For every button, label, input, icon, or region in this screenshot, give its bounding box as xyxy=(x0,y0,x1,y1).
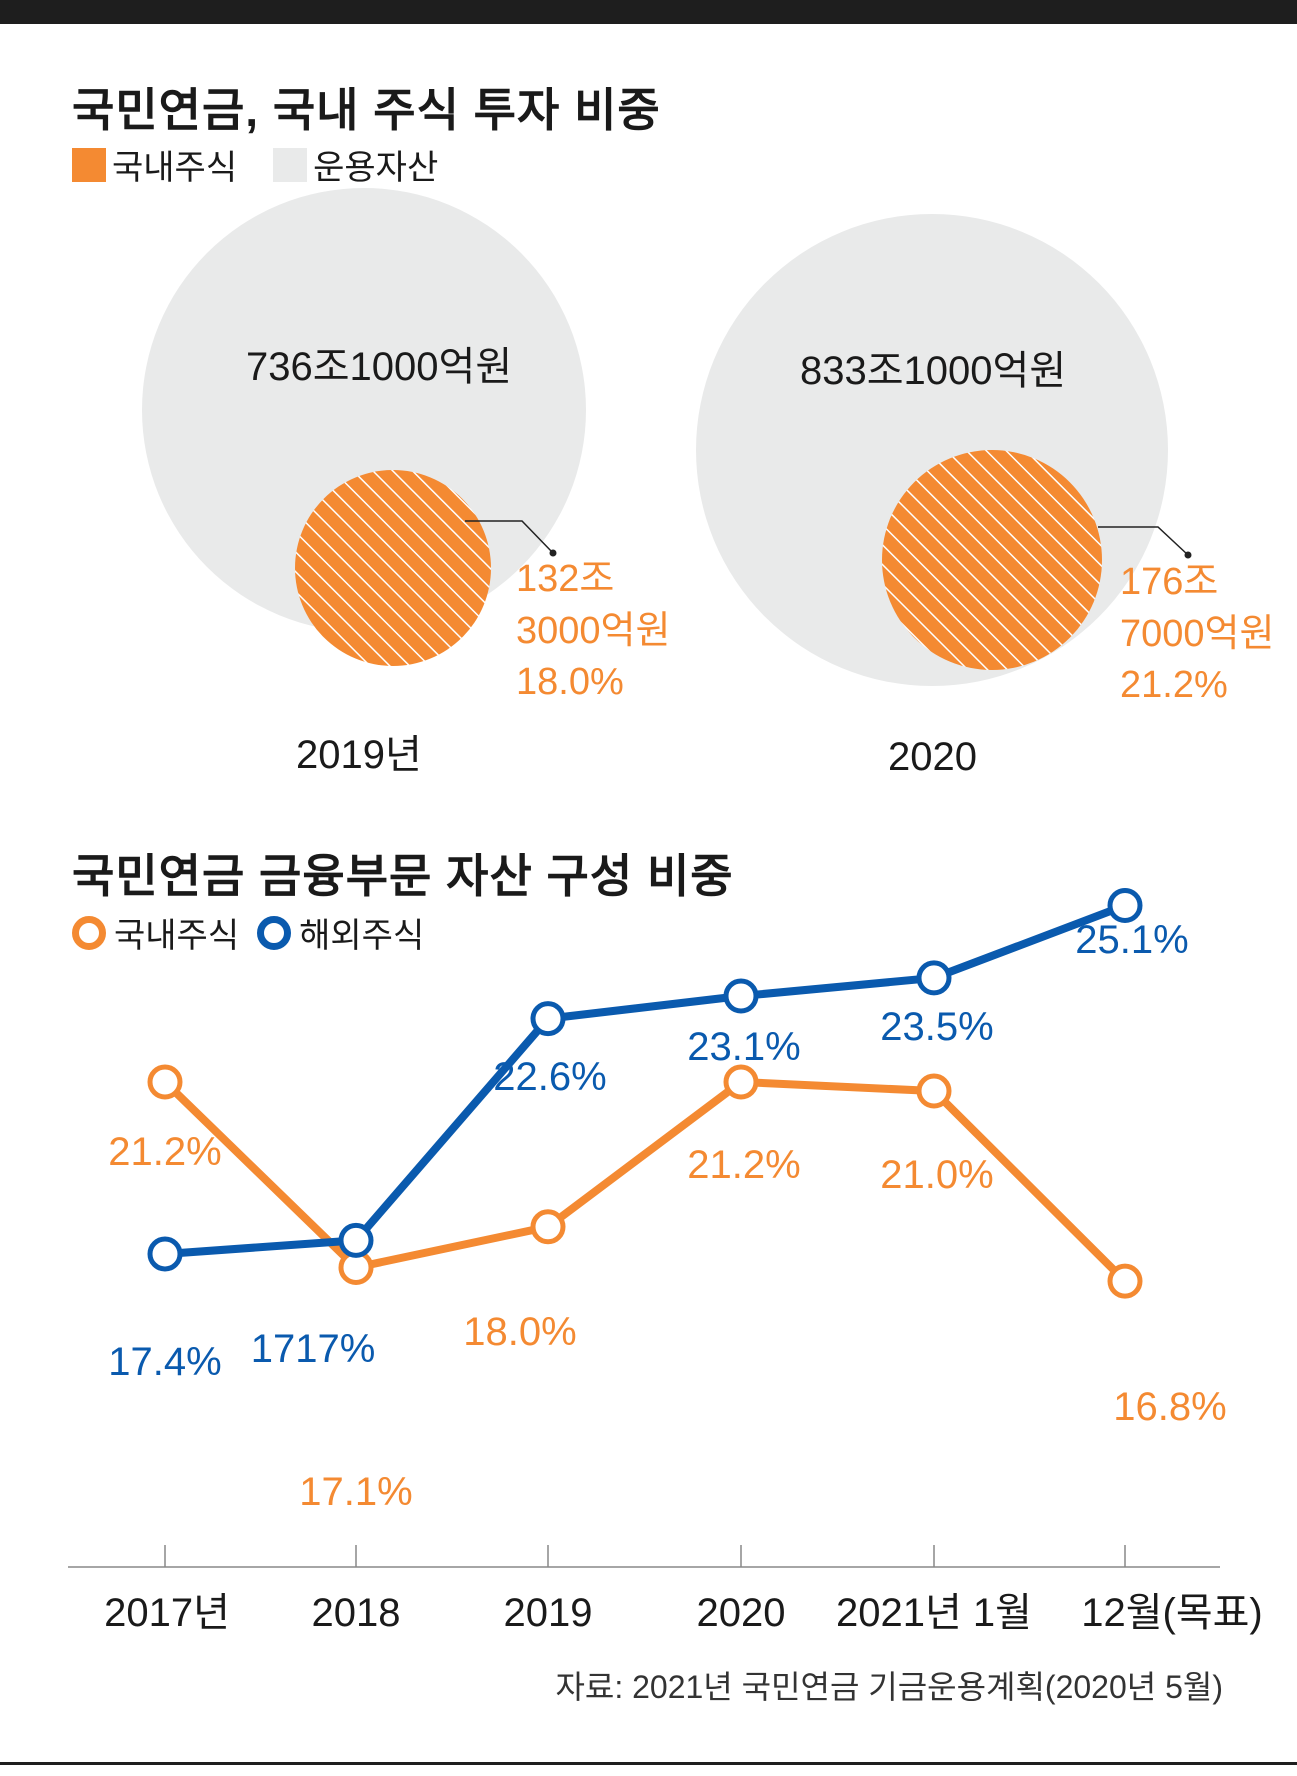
x-tick-label: 2021년 1월 xyxy=(836,1591,1032,1635)
point-domestic xyxy=(916,1073,952,1109)
point-overseas xyxy=(1107,888,1143,924)
leader-line-2019 xyxy=(465,520,554,554)
point-overseas xyxy=(723,978,759,1014)
bubble-chart-title: 국민연금, 국내 주식 투자 비중 xyxy=(72,84,661,136)
domestic-label-2020-line2: 7000억원 xyxy=(1120,613,1274,655)
domestic-circle-2019 xyxy=(295,470,491,666)
point-overseas xyxy=(916,960,952,996)
data-label-overseas: 25.1% xyxy=(1075,918,1188,962)
bubble-chart: 736조1000억원 132조 3000억원 18.0% 2019년 833조1… xyxy=(142,188,1274,779)
point-overseas xyxy=(147,1236,183,1272)
legend-marker-domestic xyxy=(72,915,106,950)
data-label-overseas: 17.4% xyxy=(108,1340,221,1384)
point-domestic xyxy=(1107,1263,1143,1299)
point-overseas xyxy=(338,1222,374,1258)
bubble-legend: 국내주식 운용자산 xyxy=(72,140,438,189)
total-label-2020: 833조1000억원 xyxy=(800,349,1066,393)
line-legend: 국내주식 해외주식 xyxy=(72,908,424,957)
data-label-domestic: 16.8% xyxy=(1113,1385,1226,1429)
series-line-domestic xyxy=(162,1078,1128,1284)
leader-line-2020 xyxy=(1098,526,1189,556)
point-domestic xyxy=(723,1064,759,1100)
legend-swatch-domestic xyxy=(72,147,106,182)
legend-label-overseas-stock: 해외주식 xyxy=(299,917,425,955)
data-label-overseas: 1717% xyxy=(251,1327,376,1371)
data-label-domestic: 21.2% xyxy=(687,1143,800,1187)
data-label-domestic: 18.0% xyxy=(463,1310,576,1354)
leader-dot-2020 xyxy=(1184,551,1192,559)
legend-swatch-assets xyxy=(273,147,308,182)
data-label-overseas: 23.1% xyxy=(687,1025,800,1069)
top-rule xyxy=(0,0,1297,24)
domestic-label-2020-line3: 21.2% xyxy=(1120,664,1228,706)
x-tick-label: 12월(목표) xyxy=(1081,1591,1263,1635)
line-chart-title: 국민연금 금융부문 자산 구성 비중 xyxy=(72,850,734,902)
data-label-domestic: 21.0% xyxy=(880,1153,993,1197)
point-domestic xyxy=(147,1064,183,1100)
source-note: 자료: 2021년 국민연금 기금운용계획(2020년 5월) xyxy=(555,1669,1223,1705)
legend-marker-overseas xyxy=(257,915,292,950)
year-label-2019: 2019년 xyxy=(296,733,422,777)
bottom-rule xyxy=(0,1762,1297,1765)
series-line-overseas xyxy=(164,901,1127,1258)
domestic-label-2020-line1: 176조 xyxy=(1120,561,1218,603)
domestic-label-2019-line1: 132조 xyxy=(516,558,614,600)
year-label-2020: 2020 xyxy=(888,735,977,779)
legend-label-domestic-stock: 국내주식 xyxy=(114,917,240,955)
x-tick-label: 2018 xyxy=(312,1591,401,1635)
data-label-overseas: 23.5% xyxy=(880,1005,993,1049)
domestic-label-2019-line3: 18.0% xyxy=(516,661,624,703)
legend-label-assets: 운용자산 xyxy=(313,149,439,187)
point-overseas xyxy=(530,1001,566,1037)
x-tick-label: 2020 xyxy=(697,1591,786,1635)
legend-label-domestic: 국내주식 xyxy=(112,149,238,187)
domestic-circle-2020 xyxy=(882,450,1102,670)
total-label-2019: 736조1000억원 xyxy=(246,345,512,389)
data-label-domestic: 17.1% xyxy=(299,1470,412,1514)
leader-dot-2019 xyxy=(549,549,557,557)
data-label-overseas: 22.6% xyxy=(493,1055,606,1099)
x-tick-label: 2017년 xyxy=(104,1591,230,1635)
point-domestic xyxy=(530,1209,566,1245)
x-tick-label: 2019 xyxy=(504,1591,593,1635)
domestic-label-2019-line2: 3000억원 xyxy=(516,610,670,652)
data-label-domestic: 21.2% xyxy=(108,1130,221,1174)
